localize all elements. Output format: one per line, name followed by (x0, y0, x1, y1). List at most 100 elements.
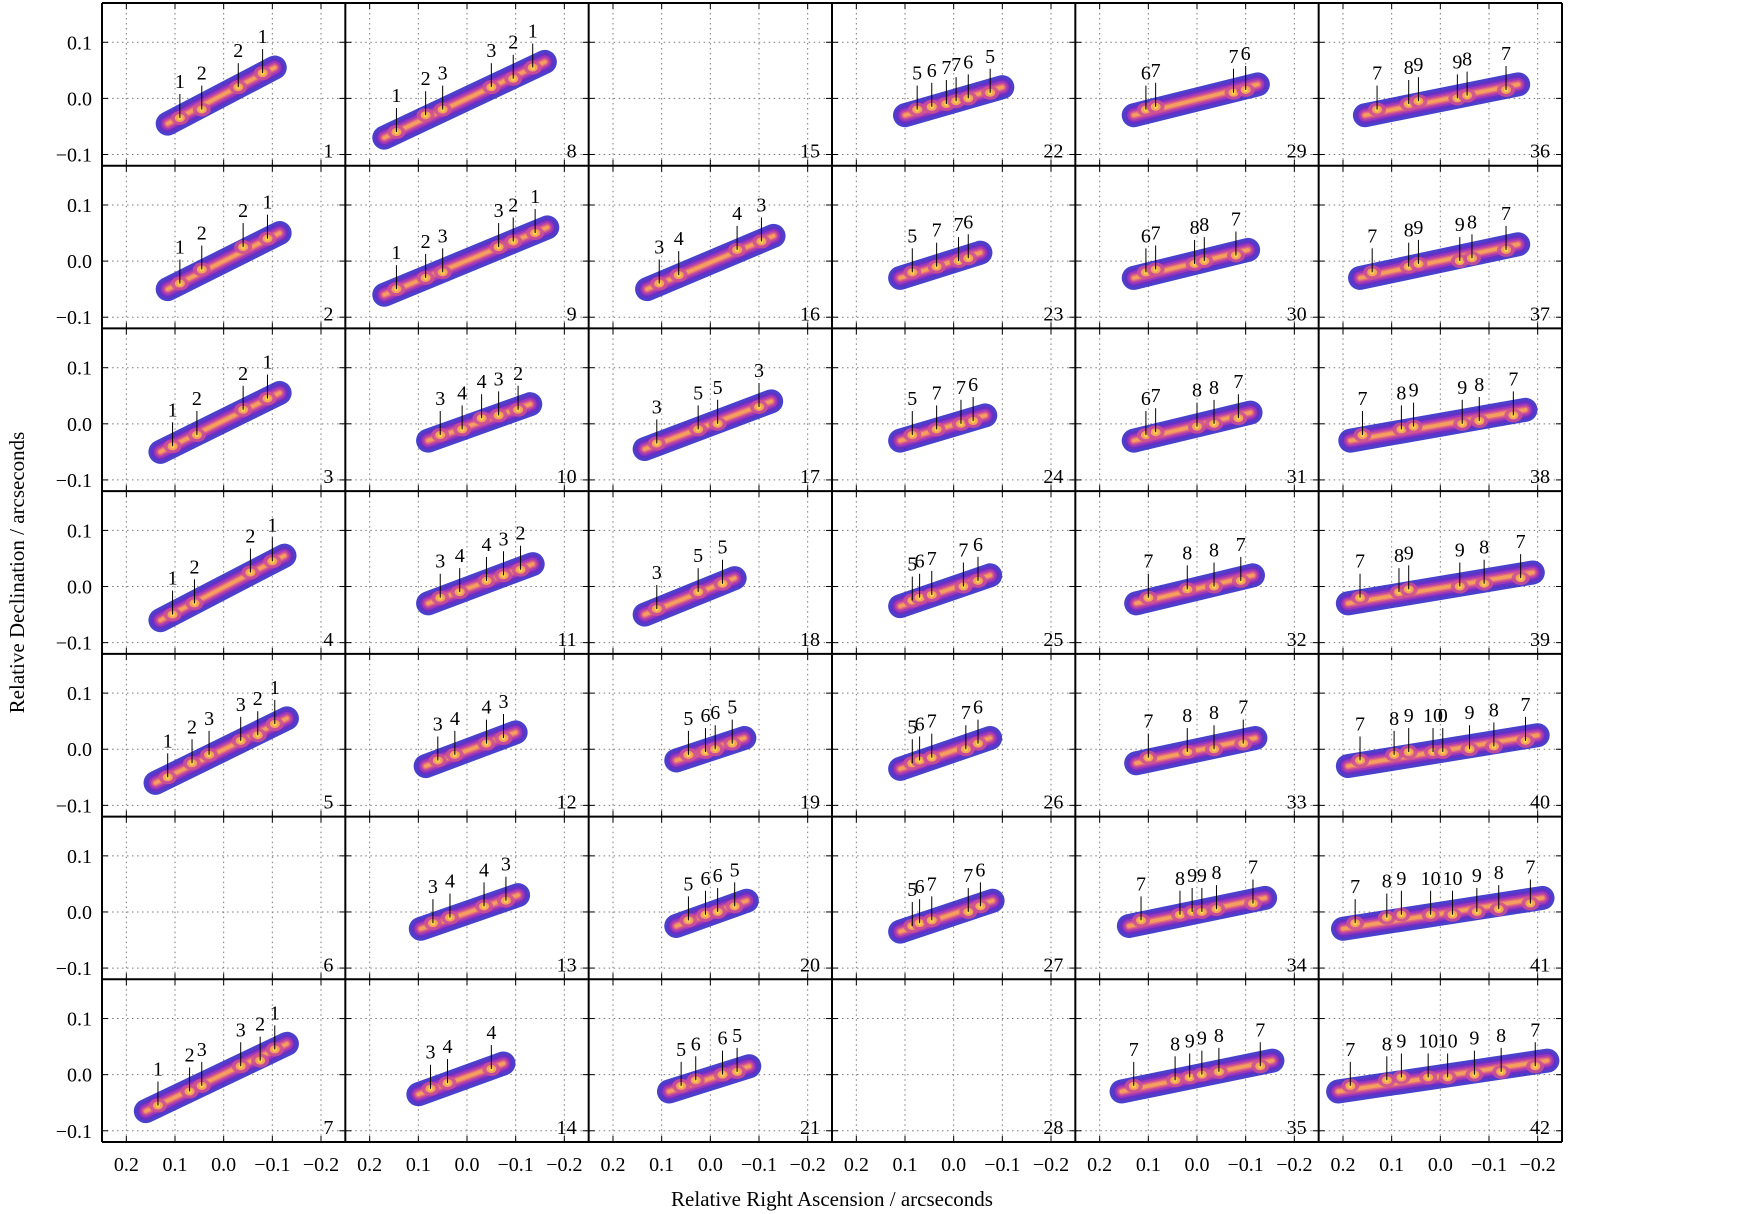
x-tick-label: −0.2 (1520, 1154, 1556, 1176)
x-axis-title: Relative Right Ascension / arcseconds (671, 1187, 993, 1211)
component-label: 7 (1151, 60, 1161, 82)
y-tick-label: 0.0 (67, 902, 92, 924)
panel-number: 29 (1287, 141, 1307, 163)
y-tick-label: 0.0 (67, 251, 92, 273)
component-label: 10 (1443, 868, 1463, 890)
panel-number: 11 (557, 629, 576, 651)
component-label: 4 (450, 708, 460, 730)
panel-number: 15 (800, 141, 820, 163)
component-label: 7 (927, 873, 937, 895)
component-label: 8 (1209, 540, 1219, 562)
component-label: 3 (426, 1042, 436, 1064)
x-tick-label: 0.1 (1379, 1154, 1404, 1176)
x-tick-label: −0.2 (1276, 1154, 1312, 1176)
component-label: 7 (1248, 857, 1258, 879)
component-label: 2 (189, 556, 199, 578)
y-tick-label: −0.1 (56, 633, 92, 655)
component-label: 7 (961, 702, 971, 724)
component-label: 1 (262, 192, 272, 214)
component-label: 8 (1209, 702, 1219, 724)
component-label: 4 (477, 371, 487, 393)
component-label: 5 (732, 1025, 742, 1047)
component-label: 5 (683, 873, 693, 895)
y-tick-label: 0.1 (67, 32, 92, 54)
component-label: 3 (428, 876, 438, 898)
component-label: 6 (718, 1028, 728, 1050)
y-tick-label: 0.1 (67, 520, 92, 542)
component-label: 2 (187, 716, 197, 738)
component-label: 7 (1501, 43, 1511, 65)
component-label: 6 (968, 374, 978, 396)
component-label: 8 (1190, 217, 1200, 239)
component-label: 6 (1141, 225, 1151, 247)
panel-number: 26 (1043, 792, 1063, 814)
component-label: 5 (683, 708, 693, 730)
x-tick-label: 0.2 (1087, 1154, 1112, 1176)
component-label: 3 (486, 40, 496, 62)
panel-number: 14 (557, 1117, 577, 1139)
component-label: 8 (1382, 1033, 1392, 1055)
component-label: 5 (907, 879, 917, 901)
component-label: 4 (674, 228, 684, 250)
component-label: 9 (1465, 702, 1475, 724)
panel-number: 31 (1287, 466, 1307, 488)
y-tick-label: −0.1 (56, 307, 92, 329)
component-label: 10 (1423, 705, 1443, 727)
component-label: 7 (932, 382, 942, 404)
x-tick-label: −0.1 (498, 1154, 534, 1176)
contour-envelope (1363, 82, 1520, 117)
component-label: 2 (197, 223, 207, 245)
component-label: 3 (499, 528, 509, 550)
component-label: 4 (455, 545, 465, 567)
x-tick-label: 0.1 (893, 1154, 918, 1176)
component-label: 5 (985, 46, 995, 68)
component-label: 9 (1455, 540, 1465, 562)
component-label: 5 (912, 63, 922, 85)
component-label: 7 (958, 540, 968, 562)
component-label: 3 (499, 691, 509, 713)
component-label: 7 (1255, 1019, 1265, 1041)
component-label: 6 (915, 713, 925, 735)
component-label: 3 (654, 237, 664, 259)
component-label: 3 (438, 225, 448, 247)
component-label: 3 (204, 708, 214, 730)
component-label: 1 (391, 85, 401, 107)
panel-number: 39 (1530, 629, 1550, 651)
component-label: 8 (1404, 57, 1414, 79)
y-tick-label: −0.1 (56, 795, 92, 817)
x-tick-label: 0.2 (357, 1154, 382, 1176)
panel-number: 4 (323, 629, 333, 651)
component-label: 9 (1457, 377, 1467, 399)
component-label: 7 (1151, 385, 1161, 407)
y-tick-label: 0.0 (67, 88, 92, 110)
panel-number: 12 (557, 792, 577, 814)
component-label: 7 (1357, 388, 1367, 410)
component-label: 4 (486, 1022, 496, 1044)
component-label: 1 (262, 352, 272, 374)
panel-number: 21 (800, 1117, 820, 1139)
y-tick-label: −0.1 (56, 1121, 92, 1143)
component-label: 6 (700, 705, 710, 727)
contour-envelope (153, 716, 289, 785)
panel-number: 10 (557, 466, 577, 488)
component-label: 1 (528, 21, 538, 43)
contour-envelope (1348, 408, 1528, 443)
component-label: 5 (718, 537, 728, 559)
component-label: 7 (927, 548, 937, 570)
component-label: 2 (421, 231, 431, 253)
component-label: 7 (1350, 876, 1360, 898)
y-tick-label: 0.0 (67, 414, 92, 436)
component-label: 2 (513, 363, 523, 385)
component-label: 9 (1452, 51, 1462, 73)
component-label: 8 (1396, 382, 1406, 404)
component-label: 4 (481, 534, 491, 556)
y-tick-label: 0.1 (67, 358, 92, 380)
component-label: 7 (941, 57, 951, 79)
component-label: 5 (727, 697, 737, 719)
component-label: 7 (1521, 694, 1531, 716)
component-label: 7 (1525, 857, 1535, 879)
x-tick-label: −0.1 (254, 1154, 290, 1176)
component-label: 8 (1209, 377, 1219, 399)
panel-frames (101, 2, 1563, 1143)
